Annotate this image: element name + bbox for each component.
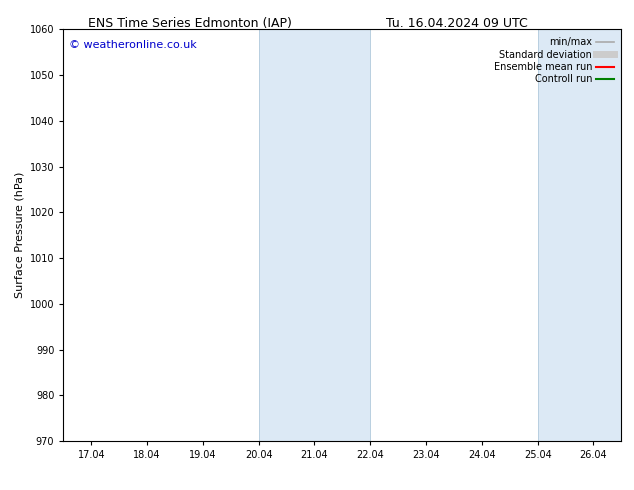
Bar xyxy=(538,29,634,441)
Bar xyxy=(259,29,370,441)
Text: © weatheronline.co.uk: © weatheronline.co.uk xyxy=(69,40,197,49)
Y-axis label: Surface Pressure (hPa): Surface Pressure (hPa) xyxy=(14,172,24,298)
Legend: min/max, Standard deviation, Ensemble mean run, Controll run: min/max, Standard deviation, Ensemble me… xyxy=(491,34,616,87)
Text: ENS Time Series Edmonton (IAP): ENS Time Series Edmonton (IAP) xyxy=(88,17,292,30)
Text: Tu. 16.04.2024 09 UTC: Tu. 16.04.2024 09 UTC xyxy=(385,17,527,30)
